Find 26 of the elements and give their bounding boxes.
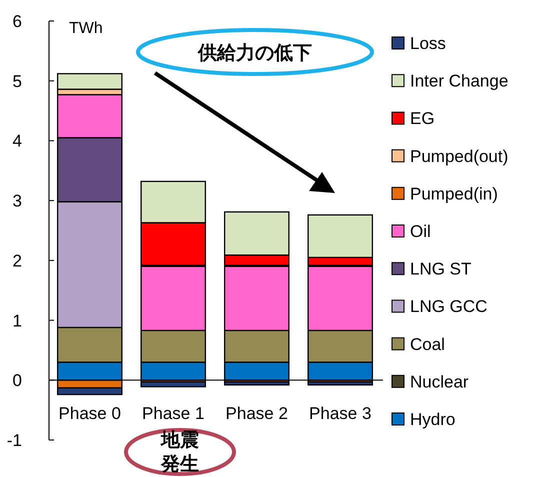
x-tick-label: Phase 1 (142, 404, 204, 424)
y-tick-label: 5 (12, 72, 22, 91)
y-tick-label: 6 (12, 12, 22, 31)
legend-label: LNG GCC (410, 297, 488, 316)
y-tick-label: 3 (12, 192, 22, 211)
y-tick-label: 0 (12, 371, 22, 390)
legend-label: Oil (410, 222, 431, 241)
legend-label: EG (410, 109, 435, 128)
legend-label: Nuclear (410, 372, 469, 392)
y-tick-label: 4 (12, 132, 22, 151)
y-tick-label: 1 (12, 311, 22, 330)
y-tick-label: 2 (12, 251, 22, 270)
annotation: 供給力の低下 (197, 42, 312, 64)
y-axis-title: TWh (69, 20, 103, 37)
legend-label: Coal (410, 334, 445, 354)
x-tick-label: Phase 3 (309, 404, 372, 424)
legend-label: Loss (410, 34, 446, 53)
x-tick-label: Phase 2 (226, 404, 288, 424)
annotation: 地震発生 (160, 429, 199, 475)
legend-label: LNG ST (410, 260, 472, 279)
legend-label: Hydro (410, 410, 456, 429)
legend-label: Inter Change (410, 72, 508, 91)
legend-label: Pumped(out) (410, 146, 508, 166)
y-tick-label: -1 (6, 431, 22, 450)
legend-label: Pumped(in) (410, 184, 498, 204)
x-tick-label: Phase 0 (58, 404, 121, 424)
